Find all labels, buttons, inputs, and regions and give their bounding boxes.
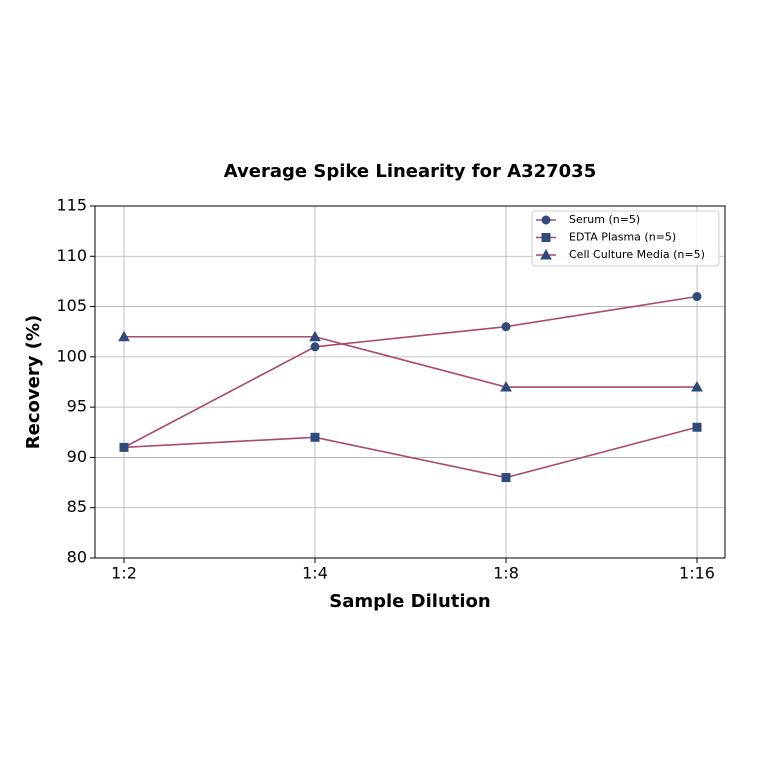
data-point (692, 422, 702, 432)
y-tick-label: 85 (67, 497, 87, 516)
axes-frame (94, 205, 726, 559)
y-tick-label: 115 (56, 196, 87, 215)
y-tick-label: 105 (56, 296, 87, 315)
y-axis-label: Recovery (%) (23, 315, 44, 449)
legend-marker (541, 233, 551, 242)
legend-label: EDTA Plasma (n=5) (569, 231, 676, 244)
legend-marker (541, 215, 551, 225)
legend-label: Cell Culture Media (n=5) (569, 248, 705, 261)
y-tick-label: 80 (67, 548, 87, 567)
data-point (691, 380, 703, 392)
data-point (310, 342, 320, 352)
legend-marker (540, 248, 552, 260)
y-tick-label: 95 (67, 397, 87, 416)
legend-box (531, 210, 720, 267)
x-tick-label: 1:8 (493, 564, 519, 583)
data-point (501, 473, 511, 483)
data-point (501, 322, 511, 332)
x-tick-label: 1:2 (111, 564, 137, 583)
data-point (119, 442, 129, 452)
chart-title: Average Spike Linearity for A327035 (224, 161, 596, 182)
data-point (310, 432, 320, 442)
x-tick-label: 1:4 (302, 564, 328, 583)
y-tick-label: 90 (67, 447, 87, 466)
data-point (692, 292, 702, 302)
x-tick-label: 1:16 (679, 564, 715, 583)
series-line (123, 295, 698, 449)
y-tick-label: 100 (56, 346, 87, 365)
data-point (118, 330, 130, 342)
data-point (309, 330, 321, 342)
data-point (500, 380, 512, 392)
legend-label: Serum (n=5) (569, 213, 640, 226)
y-tick-label: 110 (56, 246, 87, 265)
series-line (123, 426, 698, 479)
series-line (124, 335, 697, 388)
x-axis-label: Sample Dilution (329, 591, 490, 612)
